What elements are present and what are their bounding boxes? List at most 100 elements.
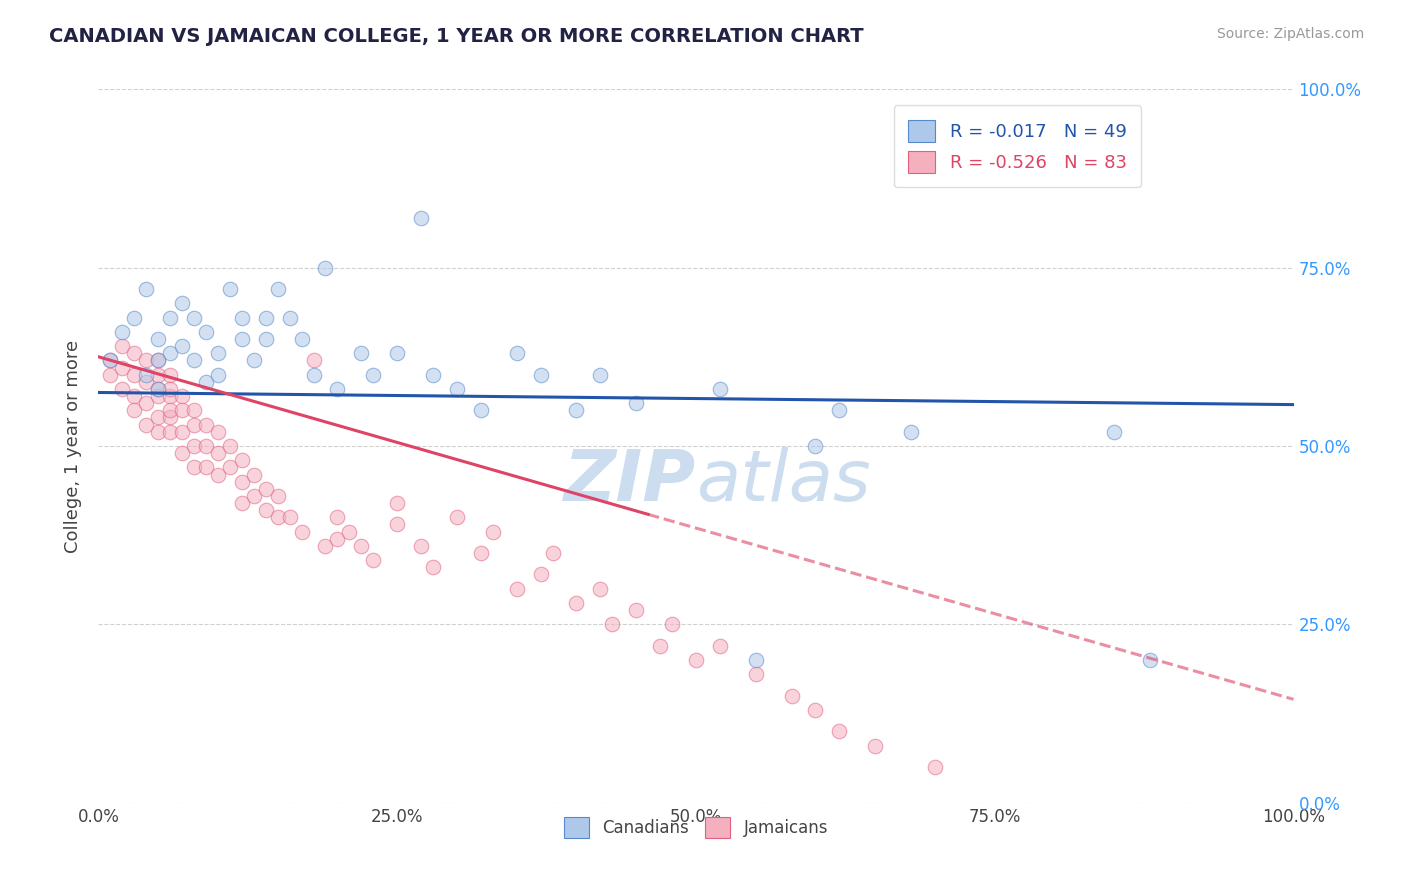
Point xyxy=(195,439,218,453)
Point xyxy=(183,417,205,432)
Point xyxy=(267,489,290,503)
Legend: Canadians, Jamaicans: Canadians, Jamaicans xyxy=(557,811,835,845)
Point xyxy=(159,425,181,439)
Point xyxy=(148,353,170,368)
Point xyxy=(111,382,134,396)
Point xyxy=(111,339,134,353)
Point xyxy=(172,425,194,439)
Point xyxy=(135,282,157,296)
Text: Source: ZipAtlas.com: Source: ZipAtlas.com xyxy=(1216,27,1364,41)
Text: atlas: atlas xyxy=(696,447,870,516)
Point xyxy=(98,368,122,382)
Point xyxy=(326,510,349,524)
Point xyxy=(111,325,134,339)
Point xyxy=(254,503,277,517)
Point xyxy=(148,425,170,439)
Point xyxy=(470,546,492,560)
Point xyxy=(231,496,253,510)
Point xyxy=(243,489,266,503)
Point xyxy=(231,453,253,467)
Point xyxy=(159,410,181,425)
Point xyxy=(207,368,229,382)
Point xyxy=(231,332,253,346)
Point xyxy=(148,410,170,425)
Point xyxy=(385,517,409,532)
Point xyxy=(685,653,707,667)
Point xyxy=(172,403,194,417)
Point xyxy=(828,724,851,739)
Point xyxy=(924,760,946,774)
Point xyxy=(183,310,205,325)
Point xyxy=(315,539,337,553)
Point xyxy=(350,539,373,553)
Point xyxy=(291,332,314,346)
Y-axis label: College, 1 year or more: College, 1 year or more xyxy=(65,340,83,552)
Point xyxy=(804,439,827,453)
Point xyxy=(530,368,553,382)
Point xyxy=(363,368,385,382)
Point xyxy=(124,403,146,417)
Point xyxy=(172,339,194,353)
Point xyxy=(565,596,588,610)
Point xyxy=(183,403,205,417)
Point xyxy=(231,475,253,489)
Point xyxy=(231,310,253,325)
Point xyxy=(506,346,529,360)
Point xyxy=(148,389,170,403)
Point xyxy=(124,310,146,325)
Point xyxy=(1139,653,1161,667)
Point xyxy=(267,282,290,296)
Point xyxy=(363,553,385,567)
Point xyxy=(98,353,122,368)
Point xyxy=(411,211,433,225)
Point xyxy=(267,510,290,524)
Point xyxy=(195,325,218,339)
Point xyxy=(135,375,157,389)
Point xyxy=(326,382,349,396)
Point xyxy=(207,467,229,482)
Point xyxy=(589,368,612,382)
Point xyxy=(135,368,157,382)
Point xyxy=(446,382,468,396)
Point xyxy=(219,460,242,475)
Point xyxy=(648,639,672,653)
Point xyxy=(207,446,229,460)
Point xyxy=(422,560,444,574)
Point xyxy=(385,346,409,360)
Point xyxy=(159,310,181,325)
Point xyxy=(315,260,337,275)
Point xyxy=(470,403,492,417)
Point xyxy=(172,389,194,403)
Point xyxy=(900,425,922,439)
Point xyxy=(159,382,181,396)
Point xyxy=(219,282,242,296)
Text: ZIP: ZIP xyxy=(564,447,696,516)
Point xyxy=(302,368,325,382)
Point xyxy=(159,389,181,403)
Point xyxy=(506,582,529,596)
Point xyxy=(589,582,612,596)
Point xyxy=(1104,425,1126,439)
Point xyxy=(219,439,242,453)
Point xyxy=(541,546,564,560)
Point xyxy=(195,375,218,389)
Point xyxy=(195,460,218,475)
Point xyxy=(183,353,205,368)
Point xyxy=(98,353,122,368)
Point xyxy=(565,403,588,417)
Point xyxy=(124,389,146,403)
Point xyxy=(243,353,266,368)
Point xyxy=(626,603,648,617)
Point xyxy=(446,510,468,524)
Point xyxy=(172,446,194,460)
Point xyxy=(291,524,314,539)
Point xyxy=(135,417,157,432)
Point xyxy=(481,524,505,539)
Point xyxy=(207,425,229,439)
Point xyxy=(195,417,218,432)
Point xyxy=(172,296,194,310)
Point xyxy=(530,567,553,582)
Point xyxy=(745,667,768,681)
Point xyxy=(183,460,205,475)
Point xyxy=(207,346,229,360)
